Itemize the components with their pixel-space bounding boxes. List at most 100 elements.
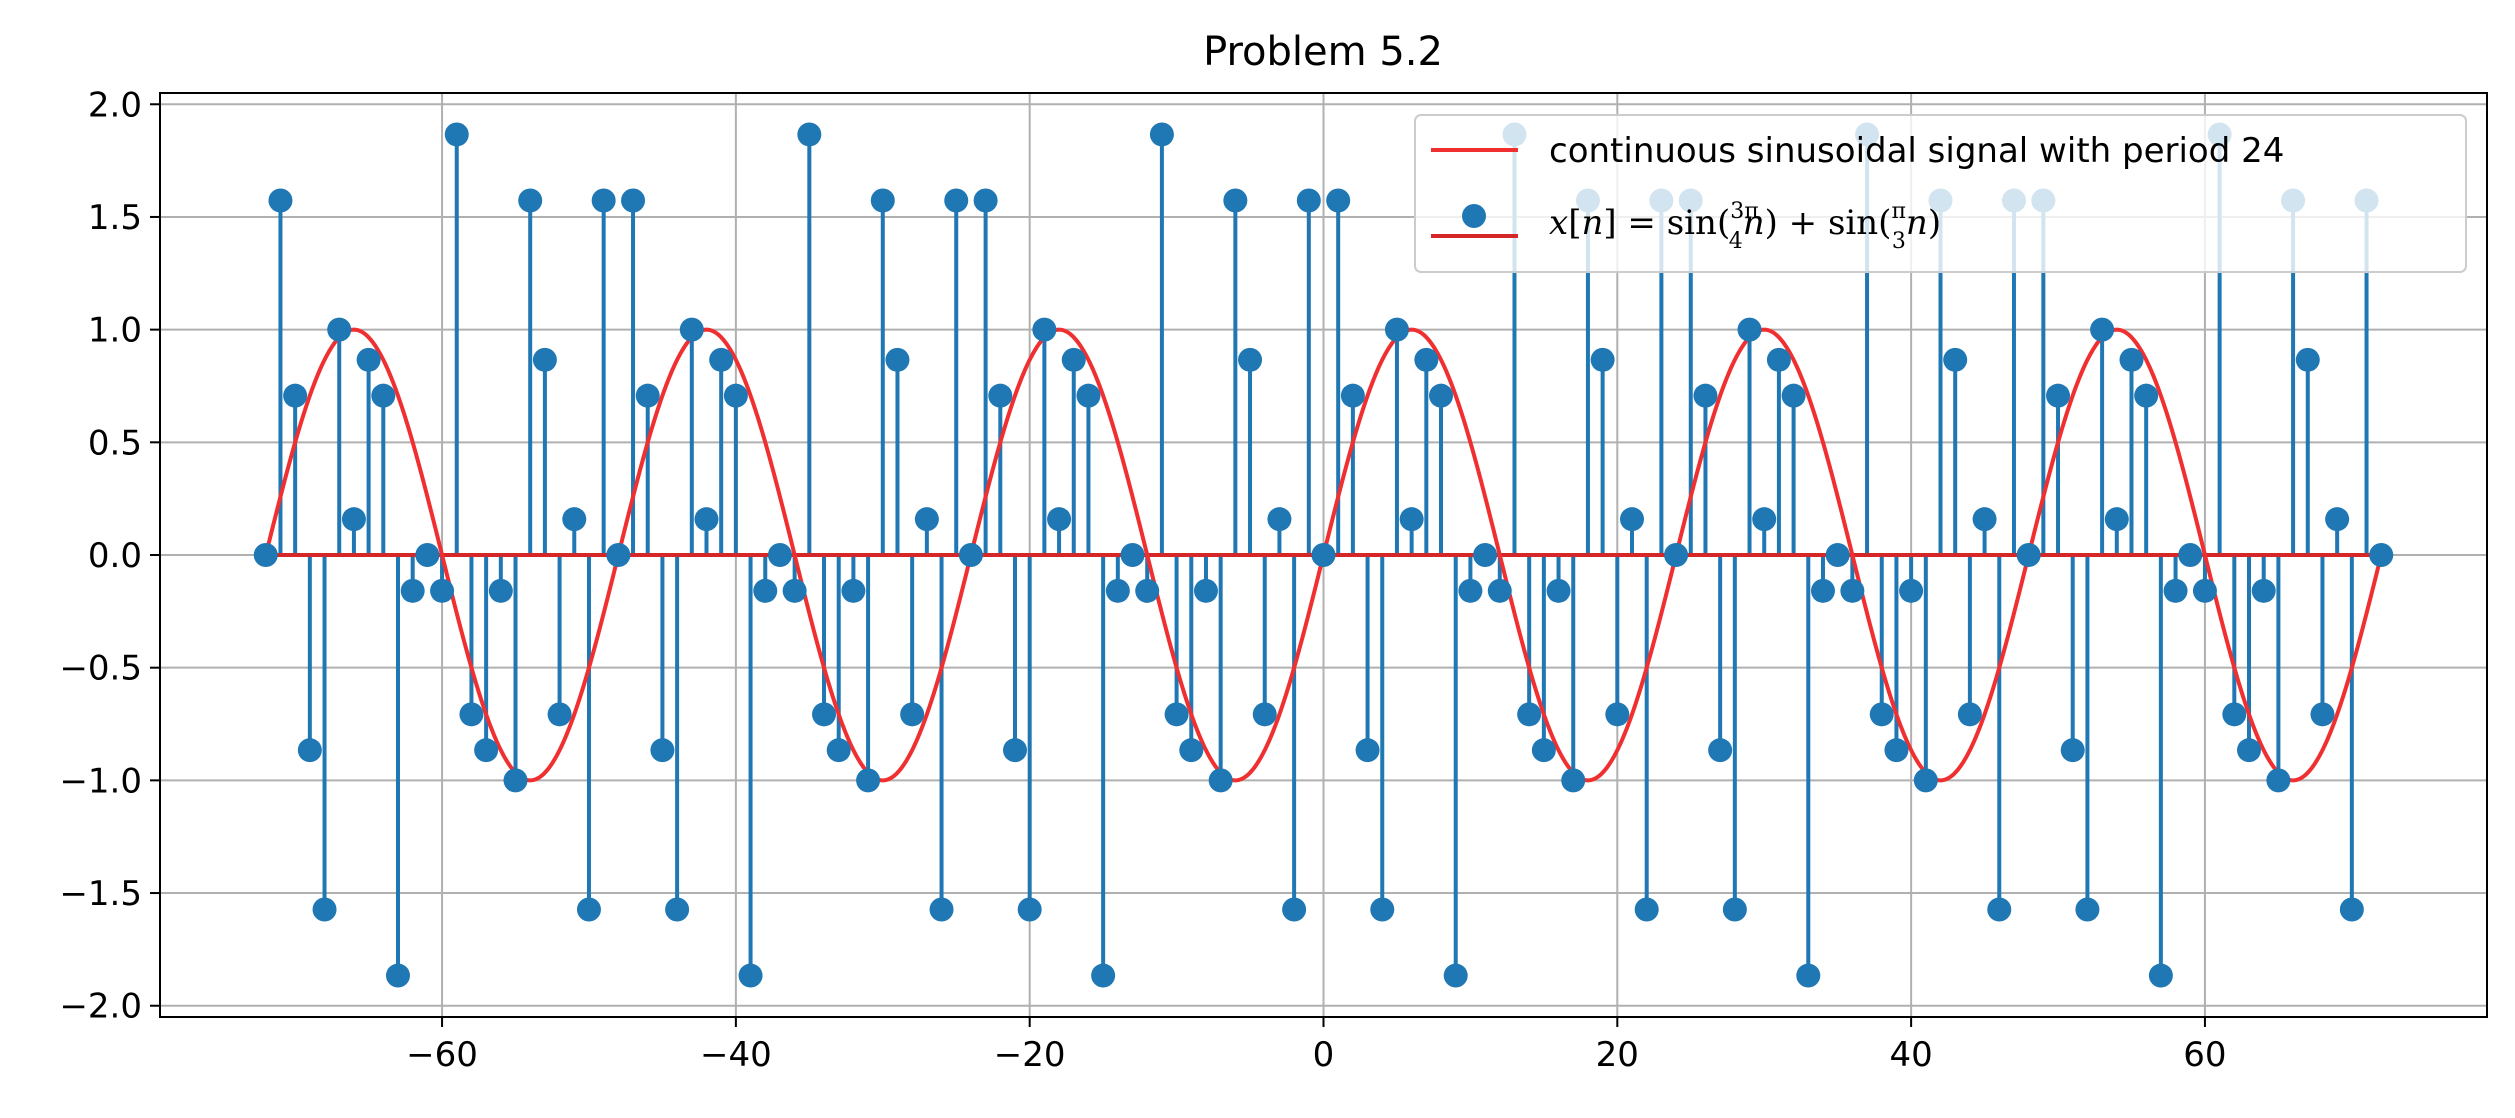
stem-marker — [1766, 347, 1791, 372]
stem-marker — [2016, 543, 2041, 567]
y-tick-label: −1.5 — [59, 874, 142, 914]
chart-title: Problem 5.2 — [1203, 29, 1443, 75]
stem-marker — [576, 897, 601, 922]
stem-marker — [635, 383, 660, 408]
y-tick-label: 2.0 — [88, 85, 142, 125]
stem-marker — [312, 897, 337, 922]
stem-marker — [2251, 578, 2276, 603]
stem-marker — [1664, 543, 1689, 567]
stem-marker — [958, 543, 983, 567]
stem-marker — [283, 383, 308, 408]
stem-marker — [1737, 317, 1762, 342]
stem-marker — [679, 317, 704, 342]
stem-marker — [1796, 963, 1821, 988]
x-tick-label: −40 — [700, 1035, 772, 1075]
stem-marker — [2266, 768, 2291, 793]
legend-marker-swatch — [1462, 204, 1486, 228]
stem-marker — [1722, 897, 1747, 922]
stem-marker — [1517, 702, 1542, 727]
stem-marker — [297, 738, 322, 763]
legend: continuous sinusoidal signal with period… — [1414, 114, 2467, 273]
stem-marker — [2237, 738, 2262, 763]
stem-marker — [782, 578, 807, 603]
stem-marker — [767, 543, 792, 567]
stem-marker — [709, 347, 734, 372]
stem-marker — [1091, 963, 1116, 988]
stem-marker — [797, 122, 822, 147]
stem-marker — [2119, 347, 2144, 372]
stem-marker — [606, 543, 631, 567]
x-tick-label: 20 — [1596, 1035, 1639, 1075]
stem-marker — [444, 122, 469, 147]
stem-marker — [2134, 383, 2159, 408]
stem-marker — [1781, 383, 1806, 408]
stem-marker — [1282, 897, 1307, 922]
x-tick-label: 40 — [1889, 1035, 1932, 1075]
stem-marker — [2369, 543, 2394, 567]
stem-marker — [753, 578, 778, 603]
stem-marker — [1355, 738, 1380, 763]
stem-marker — [1017, 897, 1042, 922]
stem-marker — [1238, 347, 1263, 372]
stem-marker — [327, 317, 352, 342]
stem-marker — [900, 702, 925, 727]
stem-marker — [723, 383, 748, 408]
stem-marker — [1531, 738, 1556, 763]
stem-marker — [1047, 507, 1072, 532]
stem-marker — [1384, 317, 1409, 342]
x-tick-label: −20 — [994, 1035, 1066, 1075]
x-tick-label: 60 — [2183, 1035, 2226, 1075]
stem-marker — [1634, 897, 1659, 922]
stem-marker — [400, 578, 425, 603]
y-tick-label: 1.0 — [88, 311, 142, 351]
stem-marker — [2163, 578, 2188, 603]
x-tick-label: −60 — [406, 1035, 478, 1075]
stem-marker — [547, 702, 572, 727]
stem-marker — [694, 507, 719, 532]
stem-marker — [914, 507, 939, 532]
stem-marker — [532, 347, 557, 372]
stem-marker — [1972, 507, 1997, 532]
stem-marker — [1708, 738, 1733, 763]
stem-marker — [2310, 702, 2335, 727]
stem-marker — [1869, 702, 1894, 727]
stem-marker — [1370, 897, 1395, 922]
stem-marker — [1561, 768, 1586, 793]
stem-marker — [356, 347, 381, 372]
stem-marker — [2060, 738, 2085, 763]
y-tick-label: 0.5 — [88, 423, 142, 463]
stem-marker — [988, 383, 1013, 408]
stem-marker — [870, 188, 895, 213]
stem-marker — [1620, 507, 1645, 532]
stem-marker — [1223, 188, 1248, 213]
stem-marker — [591, 188, 616, 213]
stem-marker — [1810, 578, 1835, 603]
stem-marker — [665, 897, 690, 922]
stem-marker — [650, 738, 675, 763]
stem-marker — [1105, 578, 1130, 603]
stem-marker — [1825, 543, 1850, 567]
stem-marker — [1957, 702, 1982, 727]
stem-marker — [1590, 347, 1615, 372]
stem-marker — [371, 383, 396, 408]
stem-marker — [1473, 543, 1498, 567]
stem-marker — [1179, 738, 1204, 763]
y-tick-label: −0.5 — [59, 649, 142, 689]
stem-marker — [1032, 317, 1057, 342]
stem-marker — [973, 188, 998, 213]
stem-marker — [1326, 188, 1351, 213]
stem-marker — [1340, 383, 1365, 408]
stem-marker — [415, 543, 440, 567]
stem-marker — [2046, 383, 2071, 408]
stem-marker — [621, 188, 646, 213]
stem-marker — [812, 702, 837, 727]
stem-marker — [1605, 702, 1630, 727]
stem-marker — [2104, 507, 2129, 532]
stem-marker — [1943, 347, 1968, 372]
stem-marker — [1120, 543, 1145, 567]
stem-marker — [2325, 507, 2350, 532]
stem-marker — [459, 702, 484, 727]
stem-marker — [1076, 383, 1101, 408]
y-axis-ticks: 2.0 1.5 1.0 0.5 0.0 −0.5 −1.0 −1.5 −2.0 — [59, 85, 160, 1027]
